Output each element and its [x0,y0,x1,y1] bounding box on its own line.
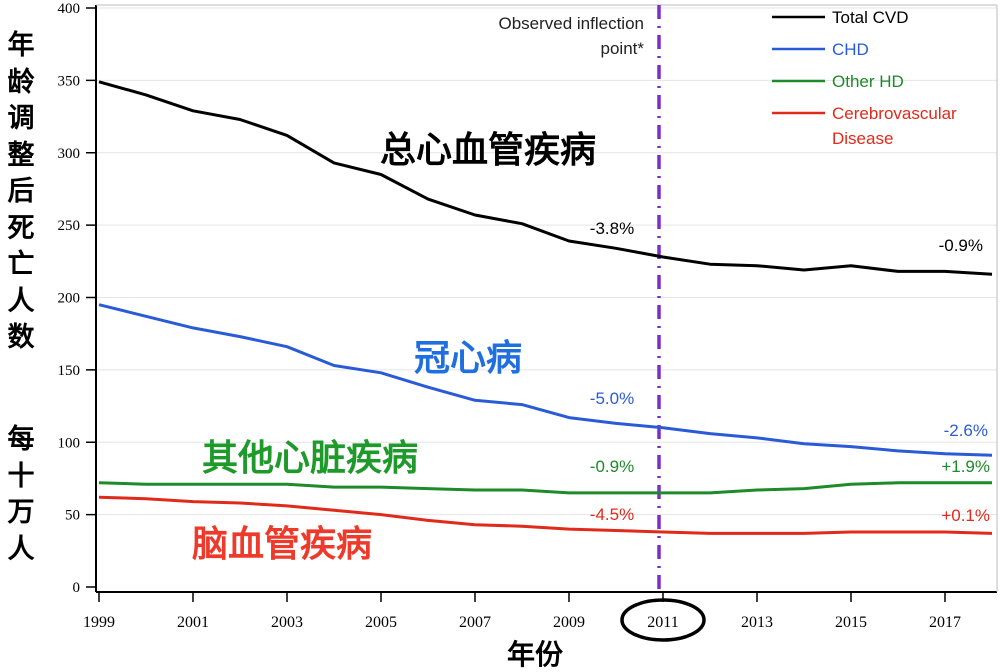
series-cn-label: 脑血管疾病 [192,524,372,565]
legend-label: Disease [832,129,893,148]
series-cn-label: 冠心病 [414,338,522,379]
pct-after-label: +1.9% [941,457,990,476]
inflection-label: point* [601,39,645,58]
legend-label: Total CVD [832,8,909,27]
y-tick-label: 400 [58,1,81,17]
y-tick-label: 100 [58,435,81,451]
y-tick-label: 150 [58,363,81,379]
pct-before-label: -0.9% [590,457,634,476]
y-axis-label: 年龄调整后死亡人数 [7,30,35,353]
series-line-0 [98,80,993,276]
x-tick-label: 2005 [365,614,397,631]
x-tick-label: 2013 [741,614,773,631]
x-tick-label: 2001 [177,614,209,631]
y-tick-label: 0 [73,580,81,596]
series-line-1 [98,303,993,457]
x-axis-label: 年份 [507,638,563,671]
pct-before-label: -3.8% [590,219,634,238]
x-tick-label: 2009 [553,614,585,631]
pct-after-label: -0.9% [939,236,983,255]
legend-label: Cerebrovascular [832,104,957,123]
x-tick-label: 2011 [647,614,678,631]
pct-after-label: +0.1% [941,506,990,525]
pct-after-label: -2.6% [944,421,988,440]
y-tick-label: 300 [58,146,81,162]
series-cn-label: 总心血管疾病 [380,130,596,171]
highlight-circle [620,598,706,642]
y-tick-label: 200 [58,291,81,307]
y-tick-label: 50 [65,508,80,524]
y-tick-label: 350 [58,73,81,89]
pct-before-label: -5.0% [590,389,634,408]
x-tick-label: 2015 [835,614,867,631]
series-line-2 [98,481,992,495]
pct-before-label: -4.5% [590,505,634,524]
inflection-label: Observed inflection [498,14,644,33]
y-axis-label-unit: 每十万人 [7,424,35,565]
series-cn-label: 其他心脏疾病 [202,438,418,479]
x-tick-label: 2017 [929,614,961,631]
x-tick-label: 2007 [459,614,491,631]
x-tick-label: 2003 [271,614,303,631]
series-line-3 [98,495,993,535]
legend-label: CHD [832,40,869,59]
x-tick-label: 1999 [83,614,115,631]
y-tick-label: 250 [58,218,81,234]
legend-label: Other HD [832,72,904,91]
